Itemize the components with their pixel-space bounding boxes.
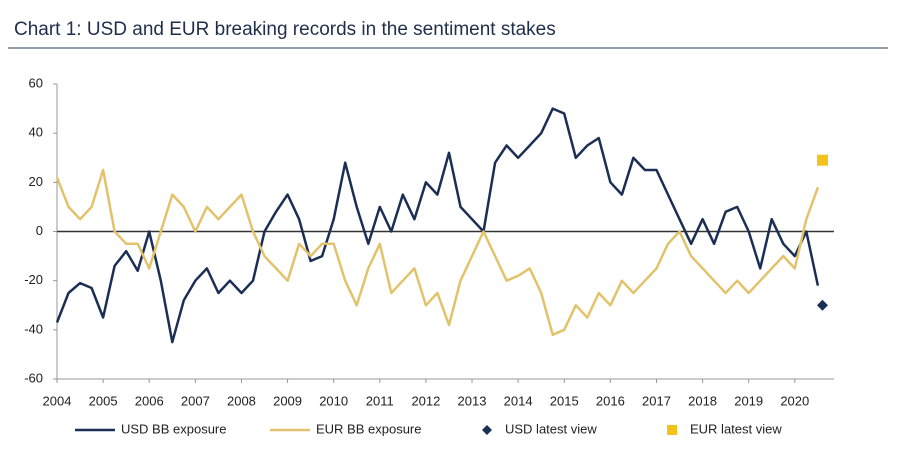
x-tick-label: 2014: [504, 393, 533, 408]
legend-label: EUR latest view: [690, 421, 782, 436]
x-tick-label: 2013: [458, 393, 487, 408]
y-tick-label: -60: [24, 370, 43, 385]
series-line: [55, 107, 820, 344]
legend-label: USD latest view: [505, 421, 597, 436]
y-tick-label: -40: [24, 321, 43, 336]
x-tick-label: 2020: [780, 393, 809, 408]
x-tick-label: 2006: [135, 393, 164, 408]
marker-diamond: [816, 299, 828, 311]
x-tick-label: 2017: [642, 393, 671, 408]
x-tick-label: 2018: [688, 393, 717, 408]
x-tick-label: 2007: [181, 393, 210, 408]
legend-label: USD BB exposure: [121, 421, 227, 436]
x-tick-label: 2016: [596, 393, 625, 408]
series-line: [55, 168, 820, 337]
y-tick-label: 40: [29, 125, 43, 140]
marker-square: [667, 425, 677, 435]
x-tick-label: 2011: [366, 393, 394, 408]
marker-diamond: [482, 425, 492, 435]
x-tick-label: 2009: [273, 393, 302, 408]
x-tick-label: 2015: [550, 393, 579, 408]
x-tick-label: 2019: [734, 393, 763, 408]
x-tick-label: 2005: [89, 393, 118, 408]
marker-square: [816, 154, 828, 166]
x-tick-label: 2012: [411, 393, 440, 408]
y-tick-label: 20: [29, 174, 43, 189]
y-tick-label: 60: [29, 75, 43, 90]
y-tick-label: 0: [36, 223, 43, 238]
y-tick-label: -20: [24, 272, 43, 287]
chart-title: Chart 1: USD and EUR breaking records in…: [14, 19, 556, 40]
x-tick-label: 2008: [227, 393, 256, 408]
x-tick-label: 2010: [319, 393, 348, 408]
legend-label: EUR BB exposure: [316, 421, 422, 436]
x-tick-label: 2004: [43, 393, 72, 408]
